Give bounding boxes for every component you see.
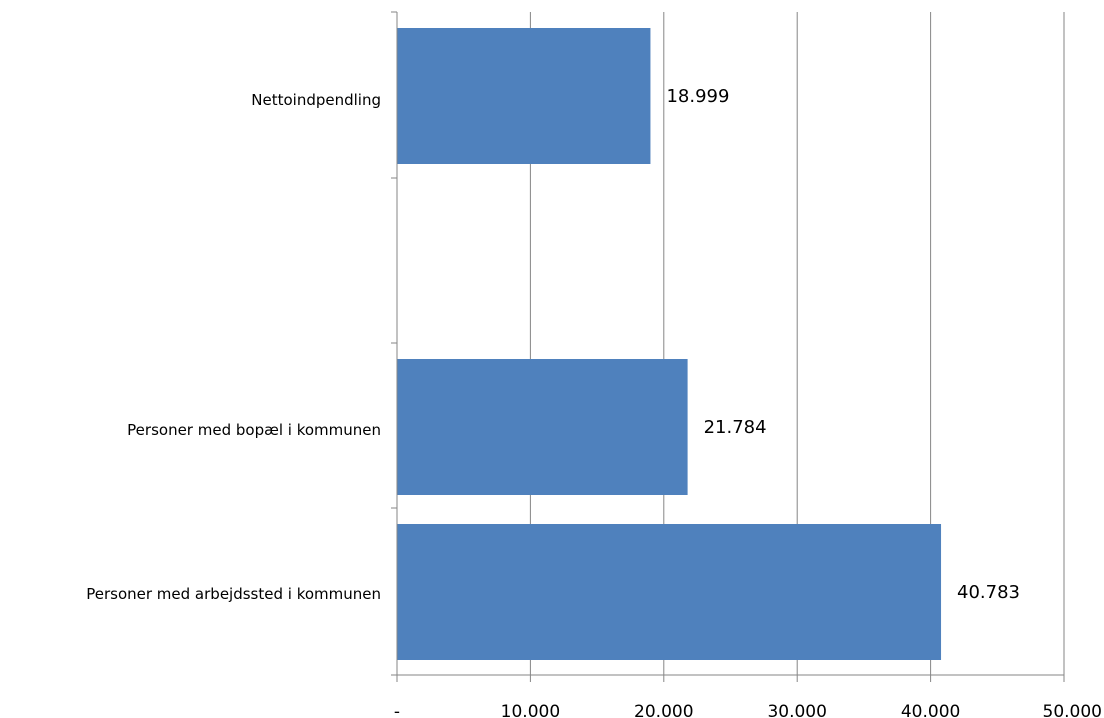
bars (397, 28, 942, 660)
category-label: Personer med arbejdssted i kommunen (86, 585, 381, 603)
x-tick-label: - (394, 702, 400, 718)
x-tick-label: 50.000 (1043, 702, 1102, 718)
x-tick-label: 30.000 (767, 702, 826, 718)
axes (391, 11, 1065, 682)
bar (397, 28, 651, 164)
category-label: Nettoindpendling (251, 91, 381, 109)
labels: - 10.000 20.000 30.000 40.000 50.000 Personer … (86, 86, 1102, 718)
data-label: 18.999 (666, 86, 729, 107)
bar (397, 359, 688, 495)
bar (397, 524, 942, 660)
x-tick-label: 40.000 (901, 702, 960, 718)
x-tick-label: 10.000 (501, 702, 560, 718)
x-tick-label: 20.000 (634, 702, 693, 718)
data-label: 40.783 (957, 582, 1020, 603)
category-label: Personer med bopæl i kommunen (127, 421, 381, 439)
data-label: 21.784 (704, 417, 767, 438)
